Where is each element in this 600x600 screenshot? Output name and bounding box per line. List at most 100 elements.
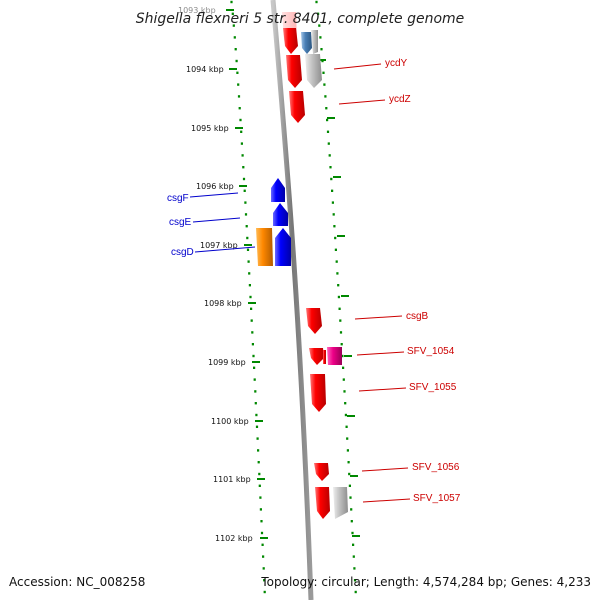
ruler-dot [236, 71, 239, 74]
ruler-dot [242, 166, 245, 169]
ruler-dot [258, 484, 261, 487]
ruler-dot [323, 83, 326, 86]
ruler-dot [258, 472, 261, 476]
ruler-dot [248, 284, 251, 287]
gene-arrow-red[interactable] [283, 28, 298, 54]
feature-group-lower[interactable] [306, 308, 348, 519]
ruler-dot [320, 48, 323, 51]
ruler-dot [252, 354, 255, 358]
ruler-dot [260, 531, 264, 535]
ruler-dot [245, 225, 248, 228]
gene-arrow-csgF[interactable] [271, 178, 285, 202]
ruler-dot [231, 12, 234, 15]
ruler-track-right [315, 0, 357, 594]
ruler-dot [246, 248, 250, 251]
gene-arrow-orf[interactable] [256, 228, 273, 266]
ruler-dot [342, 378, 345, 381]
gene-label-ycdY[interactable]: ycdY [385, 58, 408, 69]
ruler-dot [244, 213, 248, 216]
ruler-dot [318, 24, 321, 27]
gene-label-csgE[interactable]: csgE [169, 217, 192, 228]
ruler-dot [256, 437, 259, 440]
gene-arrow-gray[interactable] [305, 54, 322, 88]
ruler-dot [246, 236, 249, 240]
ruler-dot [344, 413, 347, 417]
gene-arrow-steel[interactable] [301, 32, 312, 54]
leader-line-csgE [192, 217, 241, 223]
kbp-label: 1097 kbp [200, 241, 238, 250]
gene-label-csgF[interactable]: csgF [167, 193, 189, 204]
gene-label-csgB[interactable]: csgB [406, 311, 429, 322]
gene-label-SFV_1057[interactable]: SFV_1057 [413, 493, 461, 504]
ruler-dot [262, 567, 265, 570]
ruler-dot [352, 543, 355, 546]
gene-arrow-red[interactable] [286, 55, 302, 88]
ruler-dot [257, 461, 260, 464]
ruler-dot [354, 590, 357, 594]
ruler-dot [336, 272, 339, 275]
ruler-dot [253, 378, 256, 381]
ruler-dot [345, 425, 348, 428]
gene-label-csgD[interactable]: csgD [171, 247, 194, 258]
ruler-dot [247, 260, 250, 263]
gene-arrow-gray[interactable] [311, 30, 318, 54]
ruler-dot [240, 130, 243, 133]
gene-arrow-SFV_1055[interactable] [310, 374, 326, 412]
ruler-dot [350, 520, 353, 523]
gene-arrow-red-small[interactable] [323, 350, 326, 364]
gene-arrow-red[interactable] [289, 91, 305, 123]
gene-label-ycdZ[interactable]: ycdZ [389, 94, 411, 105]
gene-label-SFV_1055[interactable]: SFV_1055 [409, 382, 457, 393]
ruler-dot [235, 59, 238, 63]
leader-line-SFV_1054 [356, 351, 405, 356]
ruler-dot [254, 390, 257, 393]
ruler-dot [341, 354, 344, 358]
ruler-dot [350, 508, 353, 511]
ruler-dot [353, 567, 356, 570]
leader-line-SFV_1056 [361, 467, 409, 472]
ruler-dot [330, 177, 333, 181]
gene-arrow-SFV_1056[interactable] [314, 463, 329, 481]
ruler-dot [346, 437, 349, 440]
right-gene-labels: ycdY ycdZ csgB SFV_1054 SFV_1055 SFV_105… [333, 58, 461, 504]
feature-group-top[interactable] [282, 12, 322, 123]
ruler-dot [255, 425, 259, 428]
gene-arrow-csgB[interactable] [306, 308, 322, 334]
ruler-dot [344, 402, 347, 405]
ruler-dot [233, 36, 236, 39]
ruler-dot [331, 201, 334, 204]
gene-arrow-red[interactable] [309, 348, 324, 365]
kbp-label: 1093 kbp [178, 6, 216, 15]
ruler-dot [237, 83, 240, 86]
leader-line-csgF [189, 192, 239, 198]
gene-label-SFV_1056[interactable]: SFV_1056 [412, 462, 460, 473]
gene-label-SFV_1054[interactable]: SFV_1054 [407, 346, 455, 357]
ruler-dot [319, 36, 322, 39]
leader-line-ycdY [333, 63, 382, 70]
ruler-dot [346, 449, 349, 452]
ruler-dot [242, 177, 246, 181]
ruler-dot [315, 0, 318, 4]
ruler-dot [325, 107, 328, 110]
ruler-dot [332, 213, 335, 216]
ruler-dot [260, 520, 263, 523]
ruler-dot [244, 201, 247, 204]
gene-arrow-SFV_1054[interactable] [327, 347, 342, 365]
feature-group-csg-left[interactable] [256, 178, 291, 266]
gene-arrow-gray[interactable] [333, 487, 348, 519]
ruler-dot [340, 343, 343, 346]
gene-arrow-SFV_1057[interactable] [315, 487, 330, 519]
gene-arrow-csgE[interactable] [273, 203, 288, 226]
ruler-dot [239, 118, 242, 122]
kbp-label: 1094 kbp [186, 65, 224, 74]
gene-arrow-csgD[interactable] [275, 228, 291, 266]
ruler-dot [232, 24, 235, 27]
ruler-dot [339, 319, 342, 322]
ruler-dot [241, 154, 244, 157]
ruler-dot [342, 366, 345, 369]
kbp-label: 1099 kbp [208, 358, 246, 367]
map-title: Shigella flexneri 5 str. 8401, complete … [136, 11, 465, 27]
ruler-dot [259, 496, 262, 499]
ruler-dot [353, 579, 357, 582]
ruler-dot [234, 48, 237, 51]
